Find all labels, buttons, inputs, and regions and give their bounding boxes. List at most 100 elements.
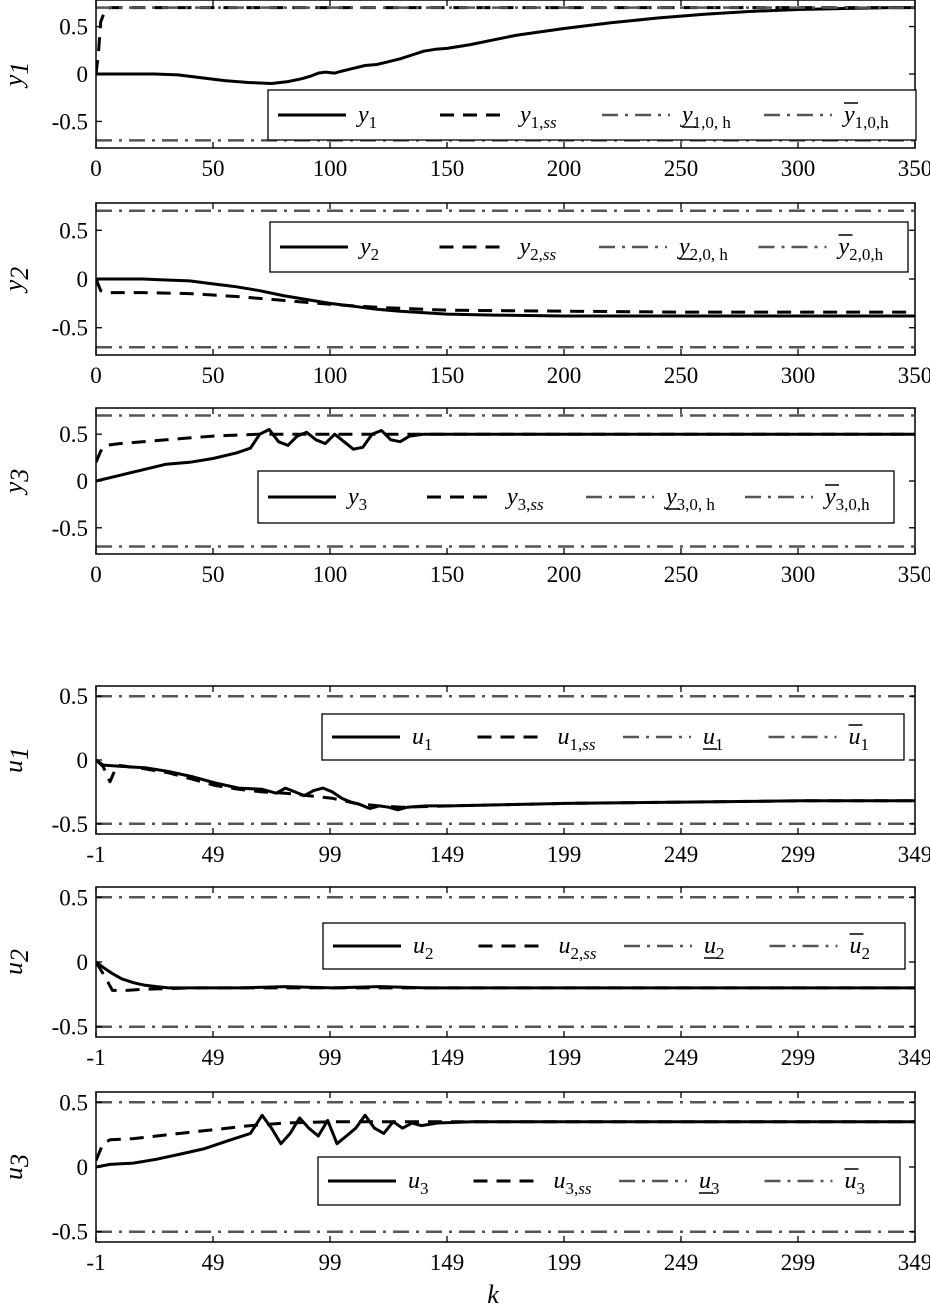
y-axis-label-sub: 3 [5,1154,34,1168]
x-tick-label: 350 [898,363,930,388]
x-tick-label: 349 [898,842,930,867]
y-axis-label-main: u [0,1167,28,1180]
legend-label-sub: 2 [862,944,871,963]
legend: u3 u3,ss u3 u3 [317,1156,901,1206]
legend-label: u1 [412,724,433,754]
x-tick-label: 150 [430,363,465,388]
legend-label: u1 [703,724,724,754]
legend-label-main: y [505,484,518,510]
legend-label-main: y [518,234,531,260]
legend-label-subit: ss [530,495,544,514]
x-tick-label: 99 [319,842,342,867]
y-axis-label-sub: 2 [5,949,34,962]
legend-label-subit: ss [543,245,557,264]
legend-label-sub: 1,0,h [855,113,890,132]
x-tick-label: 50 [202,363,225,388]
x-tick-label: -1 [86,1045,105,1070]
series-line-solid-1 [96,758,915,812]
y-axis-label-sub: 3 [5,469,34,483]
y-tick-label: 0 [77,1155,89,1180]
y-tick-label: 0 [77,469,89,494]
x-tick-label: 149 [430,1250,465,1275]
y-axis-label: y3 [0,469,34,497]
legend-label-main: u [849,724,861,750]
legend: y3 y3,ss y3,0, h y3,0,h [257,470,895,524]
legend-label: y3 [346,484,367,514]
legend-label: u2 [850,933,871,963]
legend-label-sub: 2,0, h [690,245,729,264]
x-tick-label: 0 [90,562,102,587]
legend-label-main: y [346,484,359,510]
y-axis-label: u2 [0,949,34,975]
series-line-dashed-2 [96,278,915,314]
legend-label-sub: 3,0, h [677,495,716,514]
legend-label-main: u [850,933,862,959]
legend-label: y2,0,h [837,234,884,264]
legend-label-main: u [699,1168,711,1194]
legend-label: u1 [849,724,870,754]
legend-label-main: u [554,1168,566,1194]
legend-label-main: u [704,933,716,959]
series-line-dashed-2 [96,961,915,992]
x-tick-label: 50 [202,156,225,181]
x-tick-label: 299 [781,842,816,867]
legend-label-main: u [558,724,570,750]
series-line-dashed-2 [96,1120,915,1162]
x-tick-label: 199 [547,842,582,867]
legend-label-subit: ss [582,735,596,754]
x-tick-label: -1 [86,1250,105,1275]
legend-label: y3,0,h [823,484,870,514]
x-axis-label: k [487,1280,499,1309]
legend-label-main: u [845,1168,857,1194]
legend-label: y1 [356,102,377,132]
legend: u1 u1,ss u1 u1 [321,713,905,761]
legend-label-main: y [664,484,677,510]
legend-label: u2 [704,933,725,963]
series-group [96,694,915,826]
y-tick-label: 0 [77,62,89,87]
x-tick-label: 149 [430,842,465,867]
legend-label: y1,ss [518,102,557,132]
legend-label: u3 [845,1168,866,1198]
legend: y1 y1,ss y1,0, h y1,0,h [267,89,917,141]
x-tick-label: -1 [86,842,105,867]
legend-label: u3 [699,1168,720,1198]
legend-label-sub: 1, [570,735,583,754]
legend-label: u3,ss [554,1168,592,1198]
y-tick-label: -0.5 [52,516,88,541]
y-tick-label: -0.5 [52,109,88,134]
y-tick-label: 0.5 [59,422,88,447]
legend-label-sub: 1 [424,735,433,754]
x-tick-label: 300 [781,363,816,388]
legend-label: u2,ss [559,933,597,963]
legend-label: y1,0,h [842,102,889,132]
x-tick-label: 50 [202,562,225,587]
x-tick-label: 300 [781,156,816,181]
legend-label-main: u [559,933,571,959]
legend-label-sub: 3, [566,1179,579,1198]
legend-label: y2,ss [518,234,557,264]
y-tick-label: 0 [77,267,89,292]
x-tick-label: 0 [90,156,102,181]
legend-label-sub: 2, [571,944,584,963]
x-tick-label: 199 [547,1250,582,1275]
y-axis-label-main: y [0,481,28,496]
y-tick-label: 0.5 [59,218,88,243]
legend-label-sub: 2 [425,944,434,963]
legend-label-main: y [358,234,371,260]
x-tick-label: 199 [547,1045,582,1070]
legend-label-sub: 3 [711,1179,720,1198]
legend-label-sub: 3 [359,495,368,514]
legend-label-main: y [356,102,369,128]
x-tick-label: 200 [547,156,582,181]
y-tick-label: 0.5 [59,684,88,709]
legend-label: y2,0, h [677,234,728,264]
legend: u2 u2,ss u2 u2 [322,922,906,970]
series-line-dashed-2 [96,432,915,463]
legend-label-sub: 1 [715,735,724,754]
